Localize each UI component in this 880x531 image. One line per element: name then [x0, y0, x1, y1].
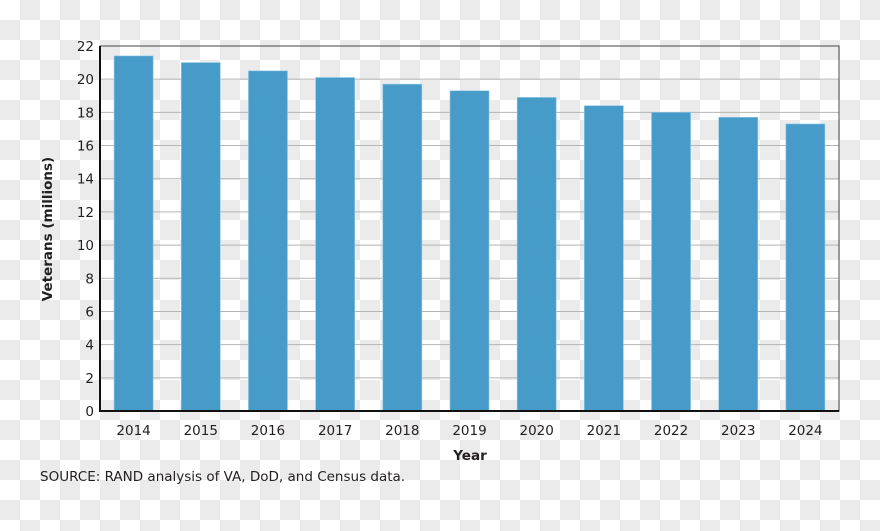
y-tick-label: 0	[85, 404, 94, 420]
y-tick-label: 20	[77, 72, 94, 88]
y-tick-label: 12	[77, 205, 94, 221]
x-tick-label: 2023	[721, 423, 755, 439]
bar-2019	[449, 90, 490, 412]
x-tick-label: 2016	[251, 423, 285, 439]
y-tick-label: 22	[77, 39, 94, 55]
x-tick-label: 2014	[116, 423, 150, 439]
bars	[113, 55, 826, 412]
bar-2018	[382, 83, 423, 412]
y-tick-label: 18	[77, 105, 94, 121]
bar-2014	[113, 55, 154, 412]
bar-2015	[180, 62, 221, 412]
bar-2023	[718, 117, 759, 412]
y-tick-label: 8	[85, 271, 94, 287]
x-tick-label: 2024	[788, 423, 822, 439]
y-tick-label: 6	[85, 304, 94, 320]
x-tick-label: 2020	[520, 423, 554, 439]
x-tick-label: 2015	[184, 423, 218, 439]
x-tick-label: 2018	[385, 423, 419, 439]
y-tick-labels: 0 2 4 6 8 10 12 14 16 18 20 22	[77, 39, 94, 420]
bar-2020	[516, 97, 557, 412]
y-tick-label: 14	[77, 172, 94, 188]
x-tick-label: 2022	[654, 423, 688, 439]
x-tick-label: 2019	[452, 423, 486, 439]
bar-2024	[785, 123, 826, 412]
bar-2017	[315, 77, 355, 412]
bar-2016	[248, 70, 288, 412]
y-tick-label: 4	[85, 338, 94, 354]
y-tick-label: 10	[77, 238, 94, 254]
y-tick-label: 16	[77, 139, 94, 155]
x-tick-labels: 2014 2015 2016 2017 2018 2019 2020 2021 2022 2023…	[116, 423, 822, 439]
bar-2021	[584, 105, 624, 412]
y-axis-title: Veterans (millions)	[40, 157, 56, 301]
source-note: SOURCE: RAND analysis of VA, DoD, and Ce…	[40, 469, 406, 485]
y-tick-label: 2	[85, 371, 94, 387]
x-axis-title: Year	[452, 448, 487, 464]
x-tick-label: 2021	[587, 423, 621, 439]
x-tick-label: 2017	[318, 423, 352, 439]
bar-2022	[651, 112, 691, 412]
